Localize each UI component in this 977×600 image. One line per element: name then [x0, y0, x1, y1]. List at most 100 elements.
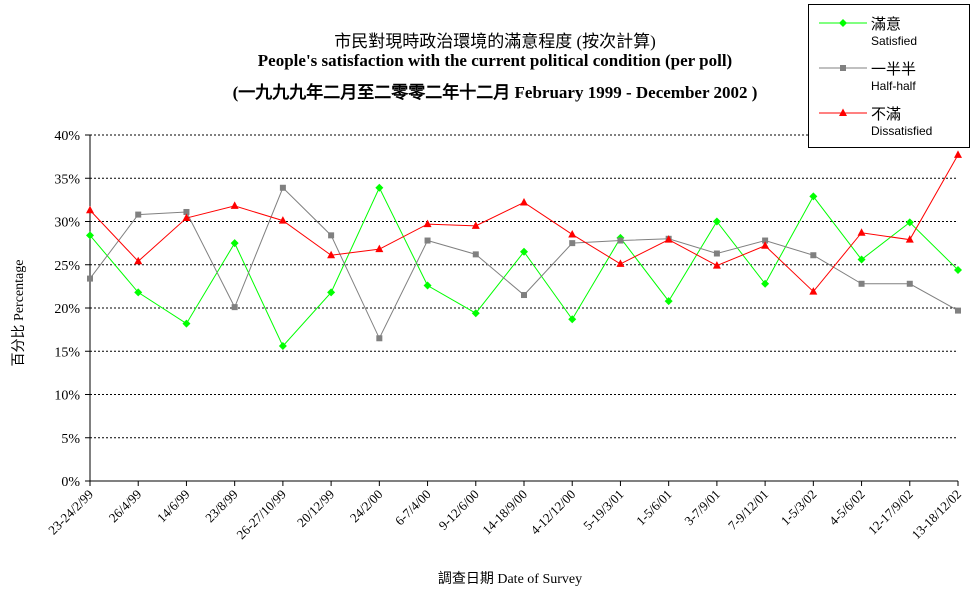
x-tick-label: 3-7/9/01 [681, 487, 723, 529]
legend: 滿意 Satisfied 一半半 Half-half 不滿 Dissatisfied [808, 4, 970, 148]
data-point [569, 240, 576, 247]
data-point [664, 235, 673, 243]
legend-sublabel: Dissatisfied [871, 124, 933, 138]
x-axis-label: 調查日期 Date of Survey [437, 572, 583, 587]
series-line [89, 186, 959, 340]
series-dissatisfied [86, 150, 962, 295]
legend-swatch [819, 19, 867, 27]
data-point [568, 315, 577, 324]
data-point [521, 292, 527, 299]
chart-period: (一九九九年二月至二零零二年十二月 February 1999 - Decemb… [232, 83, 758, 102]
data-point [713, 250, 720, 257]
data-point [134, 256, 143, 265]
x-tick-label: 24/2/00 [347, 487, 386, 526]
legend-item: 一半半 Half-half [809, 58, 969, 98]
series-group [86, 150, 962, 351]
data-point [327, 288, 336, 297]
data-point [279, 184, 286, 191]
x-tick-label: 14/6/99 [154, 487, 193, 526]
data-point [712, 217, 721, 226]
y-tick-label: 5% [61, 432, 80, 447]
data-point [906, 280, 913, 287]
data-point [376, 335, 383, 342]
x-tick-label: 26-27/10/99 [233, 487, 289, 543]
y-tick-label: 0% [61, 475, 80, 490]
legend-sublabel: Satisfied [871, 34, 918, 48]
y-tick-labels: 0% 5% 10% 15% 20% 25% 30% 35% 40% [54, 129, 80, 490]
legend-label: 不滿 [871, 107, 902, 123]
legend-marker [839, 19, 847, 27]
data-point [182, 319, 191, 328]
data-point [954, 265, 962, 274]
data-point [858, 280, 865, 287]
data-point [327, 250, 336, 259]
legend-item: 滿意 Satisfied [809, 13, 969, 53]
data-point [230, 239, 239, 248]
chart-title: 市民對現時政治環境的滿意程度 (按次計算) [334, 32, 656, 51]
legend-marker [840, 65, 846, 71]
x-tick-label: 23-24/2/99 [45, 487, 96, 538]
data-point [954, 150, 962, 158]
series-line [89, 186, 959, 347]
legend-item: 不滿 Dissatisfied [809, 103, 969, 143]
data-point [616, 259, 625, 267]
data-point [86, 231, 94, 240]
data-point [375, 183, 384, 192]
legend-label: 一半半 [871, 62, 917, 78]
data-point [87, 275, 93, 282]
data-point [424, 237, 431, 244]
y-tick-label: 30% [54, 216, 80, 231]
data-point [134, 288, 143, 297]
series-line [89, 154, 959, 293]
x-tick-label: 4-12/12/00 [527, 487, 578, 538]
series-half-half [87, 184, 961, 342]
data-point [183, 208, 190, 215]
y-tick-label: 20% [54, 302, 80, 317]
x-tick-label: 6-7/4/00 [392, 487, 434, 529]
data-point [231, 304, 238, 311]
data-point [857, 228, 866, 236]
data-point [328, 232, 335, 239]
x-tick-label: 26/4/99 [106, 487, 145, 526]
data-point [520, 197, 528, 206]
series-satisfied [86, 183, 962, 351]
data-point [762, 237, 769, 244]
x-tick-label: 1-5/6/01 [633, 487, 675, 529]
data-point [423, 219, 432, 228]
data-point [664, 297, 673, 306]
y-tick-label: 35% [54, 172, 80, 187]
data-point [423, 281, 432, 290]
data-point [472, 251, 479, 258]
data-point [471, 309, 480, 318]
data-point [520, 247, 528, 256]
data-point [135, 211, 142, 218]
data-point [568, 229, 577, 238]
grid-lines [90, 134, 958, 439]
x-tick-label: 9-12/6/00 [436, 487, 482, 533]
data-point [761, 279, 770, 288]
data-point [617, 237, 624, 244]
x-tick-label: 1-5/3/02 [778, 487, 820, 529]
legend-label: 滿意 [871, 17, 902, 33]
y-tick-label: 40% [54, 129, 80, 144]
x-tick-label: 4-5/6/02 [826, 487, 868, 529]
legend-sublabel: Half-half [871, 79, 916, 93]
x-tick-label: 14-18/9/00 [479, 487, 530, 538]
data-point [761, 241, 770, 249]
x-tick-label: 20/12/99 [294, 487, 337, 530]
data-point [230, 201, 239, 209]
y-tick-label: 10% [54, 389, 80, 404]
x-tick-label: 5-19/3/01 [580, 487, 626, 533]
data-point [278, 216, 287, 224]
data-point [375, 244, 384, 253]
data-point [905, 235, 914, 243]
x-tick-label: 13-18/12/02 [909, 487, 965, 543]
data-point [955, 307, 961, 314]
y-axis-label: 百分比 Percentage [12, 259, 27, 367]
y-tick-label: 25% [54, 259, 80, 274]
y-tick-label: 15% [54, 345, 80, 360]
data-point [857, 255, 866, 264]
data-point [712, 261, 721, 269]
data-point [278, 342, 287, 351]
